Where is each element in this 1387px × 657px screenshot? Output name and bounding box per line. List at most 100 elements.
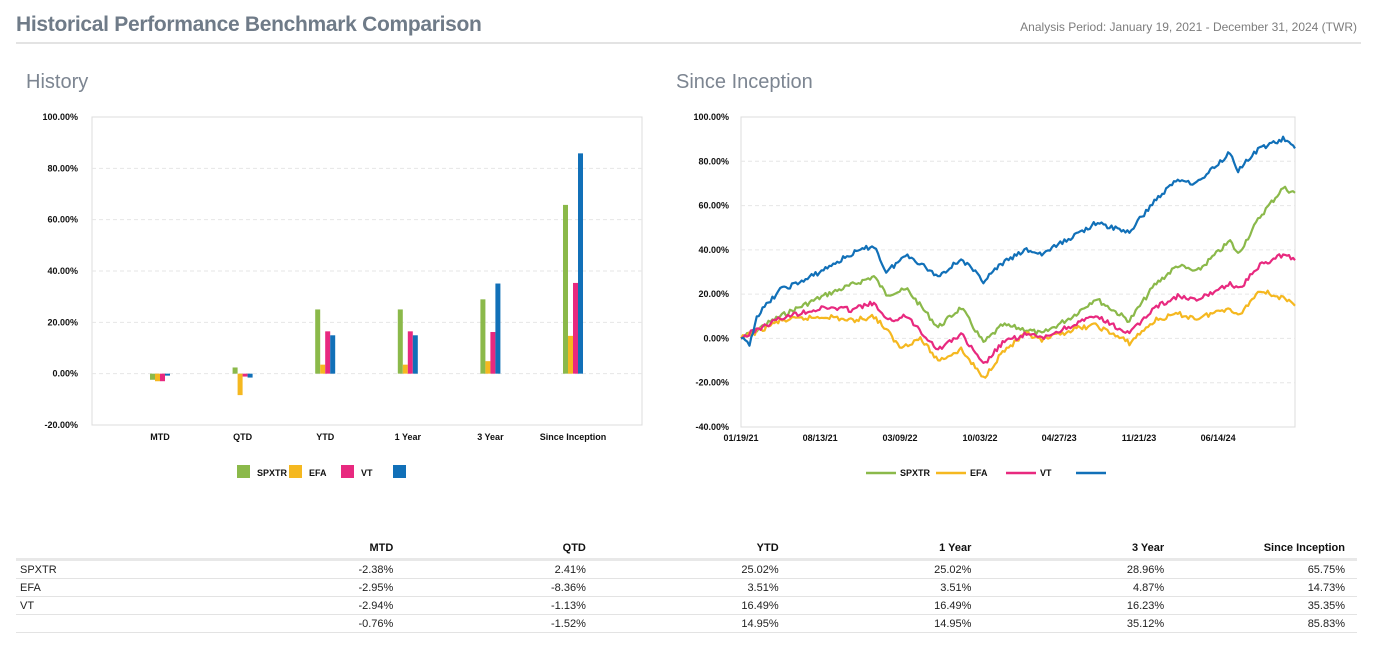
x-tick-label: 03/09/22: [883, 433, 918, 443]
table-cell: 65.75%: [1176, 559, 1357, 579]
table-cell: 16.49%: [790, 596, 984, 615]
x-tick-label: YTD: [316, 432, 335, 442]
row-label: SPXTR: [16, 559, 244, 579]
table-cell: 35.12%: [983, 614, 1177, 633]
table-row: SPXTR -2.38% 2.41% 25.02% 25.02% 28.96% …: [16, 559, 1357, 579]
y-tick-label: -40.00%: [695, 422, 729, 432]
y-tick-label: 40.00%: [698, 245, 729, 255]
y-tick-label: -20.00%: [695, 378, 729, 388]
bar: [330, 335, 336, 374]
bar: [160, 373, 165, 382]
legend-swatch: [237, 465, 250, 478]
bar: [578, 153, 583, 374]
bar: [495, 283, 501, 374]
table-header-since-inception: Since Inception: [1176, 538, 1357, 561]
table-header-row: MTD QTD YTD 1 Year 3 Year Since Inceptio…: [16, 538, 1357, 561]
x-tick-label: 1 Year: [395, 432, 422, 442]
bar: [412, 335, 418, 374]
bar: [407, 331, 413, 374]
table-cell: -2.94%: [243, 596, 406, 615]
y-tick-label: 80.00%: [47, 163, 78, 173]
y-tick-label: 0.00%: [52, 369, 78, 379]
bar: [237, 373, 243, 396]
table-cell: 2.41%: [405, 559, 598, 579]
legend-label: EFA: [309, 468, 327, 478]
y-tick-label: 60.00%: [47, 215, 78, 225]
table-header-name: [16, 538, 244, 561]
y-tick-label: 100.00%: [42, 112, 78, 122]
table-cell: 14.95%: [790, 614, 984, 633]
x-tick-label: 06/14/24: [1201, 433, 1236, 443]
x-tick-label: 10/03/22: [962, 433, 997, 443]
table-header-qtd: QTD: [405, 538, 598, 561]
x-tick-label: Since Inception: [540, 432, 607, 442]
legend-swatch: [341, 465, 354, 478]
y-tick-label: 0.00%: [703, 333, 729, 343]
table-cell: -2.38%: [243, 559, 406, 579]
table-header-mtd: MTD: [243, 538, 406, 561]
table-cell: -8.36%: [405, 578, 598, 597]
row-label: VT: [16, 596, 244, 615]
y-tick-label: 20.00%: [698, 289, 729, 299]
table-cell: 14.95%: [597, 614, 791, 633]
row-label: [16, 614, 244, 633]
bar: [490, 332, 496, 374]
table-cell: -2.95%: [243, 578, 406, 597]
row-label: EFA: [16, 578, 244, 597]
bar: [247, 373, 253, 378]
x-tick-label: 3 Year: [477, 432, 504, 442]
y-tick-label: -20.00%: [44, 420, 78, 430]
table-header-ytd: YTD: [597, 538, 791, 561]
bar: [480, 299, 486, 374]
table-cell: 28.96%: [983, 559, 1177, 579]
analysis-period: Analysis Period: January 19, 2021 - Dece…: [1020, 20, 1357, 34]
series-line: [740, 185, 1296, 343]
y-tick-label: 80.00%: [698, 156, 729, 166]
table-cell: 14.73%: [1176, 578, 1357, 597]
table-row: EFA -2.95% -8.36% 3.51% 3.51% 4.87% 14.7…: [16, 578, 1357, 597]
x-tick-label: 01/19/21: [723, 433, 758, 443]
y-tick-label: 20.00%: [47, 317, 78, 327]
table-cell: -1.13%: [405, 596, 598, 615]
legend-swatch: [393, 465, 406, 478]
history-section-title: History: [26, 71, 89, 93]
table-header-3year: 3 Year: [983, 538, 1177, 561]
page-title: Historical Performance Benchmark Compari…: [16, 13, 482, 36]
legend-label: EFA: [970, 468, 988, 478]
bar: [568, 335, 573, 374]
table-cell: 16.49%: [597, 596, 791, 615]
x-tick-label: 08/13/21: [803, 433, 838, 443]
table-cell: 3.51%: [597, 578, 791, 597]
table-row: -0.76% -1.52% 14.95% 14.95% 35.12% 85.83…: [16, 614, 1357, 633]
table-cell: 85.83%: [1176, 614, 1357, 633]
table-cell: -0.76%: [243, 614, 406, 633]
table-cell: 16.23%: [983, 596, 1177, 615]
plot-area: [740, 116, 1296, 428]
legend-label: SPXTR: [900, 468, 931, 478]
bar: [402, 364, 408, 374]
table-cell: -1.52%: [405, 614, 598, 633]
table-cell: 35.35%: [1176, 596, 1357, 615]
bar: [320, 364, 326, 374]
x-tick-label: MTD: [150, 432, 170, 442]
legend-label: SPXTR: [257, 468, 288, 478]
legend-label: VT: [1040, 468, 1052, 478]
x-tick-label: 11/21/23: [1122, 433, 1157, 443]
bar: [242, 373, 248, 377]
y-tick-label: 60.00%: [698, 201, 729, 211]
bar: [485, 361, 491, 374]
series-line: [740, 135, 1296, 347]
bar: [155, 373, 160, 382]
performance-table: MTD QTD YTD 1 Year 3 Year Since Inceptio…: [16, 538, 1357, 633]
bar: [150, 373, 155, 380]
table-cell: 3.51%: [790, 578, 984, 597]
y-tick-label: 40.00%: [47, 266, 78, 276]
x-tick-label: QTD: [233, 432, 252, 442]
series-line: [740, 253, 1296, 364]
table-cell: 25.02%: [597, 559, 791, 579]
history-bar-chart: -20.00% 0.00% 20.00% 40.00% 60.00% 80.00% 100.…: [42, 112, 643, 478]
x-tick-label: 04/27/23: [1042, 433, 1077, 443]
inception-line-chart: -40.00% -20.00% 0.00% 20.00% 40.00% 60.00% 80.…: [693, 112, 1296, 478]
bar: [315, 309, 321, 374]
table-cell: 25.02%: [790, 559, 984, 579]
